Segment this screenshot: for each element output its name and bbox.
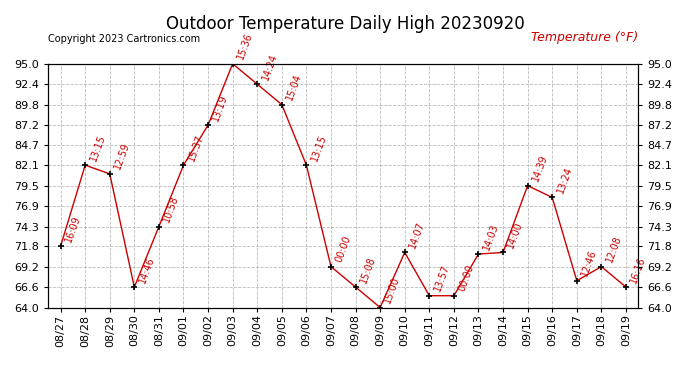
Text: 15:04: 15:04 [284,72,304,102]
Text: 12:59: 12:59 [112,141,132,171]
Text: 14:03: 14:03 [481,222,500,251]
Text: 00:00: 00:00 [334,234,353,264]
Text: 12:08: 12:08 [604,234,623,264]
Text: 16:09: 16:09 [63,214,82,243]
Text: 13:19: 13:19 [211,93,230,122]
Text: 15:37: 15:37 [186,133,205,162]
Text: 13:15: 13:15 [88,133,107,162]
Text: 15:00: 15:00 [383,275,402,305]
Text: 12:46: 12:46 [580,248,598,278]
Text: 14:39: 14:39 [531,153,549,183]
Text: 14:00: 14:00 [506,220,524,250]
Text: 13:24: 13:24 [555,165,574,195]
Text: 00:00: 00:00 [457,263,475,293]
Text: Temperature (°F): Temperature (°F) [531,31,638,44]
Text: Outdoor Temperature Daily High 20230920: Outdoor Temperature Daily High 20230920 [166,15,524,33]
Text: 16:16: 16:16 [629,255,648,284]
Text: 15:08: 15:08 [358,255,377,284]
Text: 14:24: 14:24 [260,52,279,81]
Text: 15:36: 15:36 [235,32,255,61]
Text: Copyright 2023 Cartronics.com: Copyright 2023 Cartronics.com [48,34,200,44]
Text: 10:58: 10:58 [161,194,181,224]
Text: 14:46: 14:46 [137,255,156,284]
Text: 13:15: 13:15 [309,133,328,162]
Text: 13:57: 13:57 [432,263,451,293]
Text: 14:07: 14:07 [408,220,426,250]
